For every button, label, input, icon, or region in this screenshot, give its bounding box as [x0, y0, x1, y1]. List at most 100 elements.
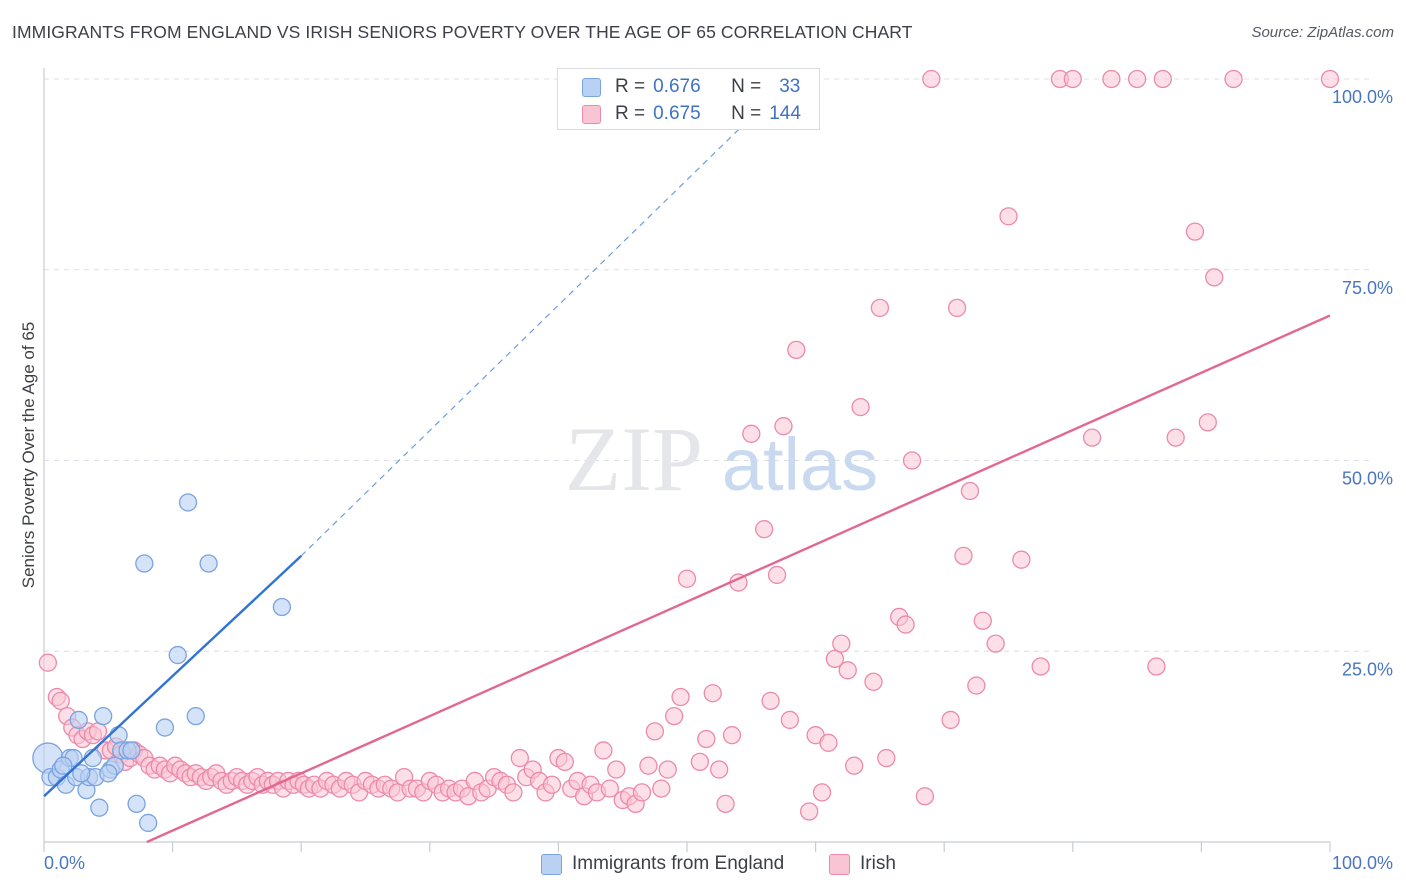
y-tick-label: 25.0% — [1342, 659, 1393, 679]
england-trendline-extension — [300, 116, 752, 557]
y-axis-title: Seniors Poverty Over the Age of 65 — [19, 322, 38, 588]
irish-point — [967, 676, 986, 695]
irish-point — [1198, 413, 1217, 432]
irish-point — [690, 752, 710, 772]
irish-point — [607, 760, 626, 779]
irish-point — [504, 783, 523, 802]
irish-point — [761, 691, 780, 710]
irish-point — [652, 779, 671, 798]
irish-point — [664, 706, 684, 726]
bottom-legend-england: Immigrants from England — [541, 852, 784, 876]
irish-point — [38, 653, 58, 672]
england-point — [155, 718, 175, 737]
irish-point — [774, 417, 793, 436]
irish-point — [973, 611, 992, 630]
irish-point — [845, 756, 864, 775]
england-r-value: 0.676 — [653, 76, 701, 97]
source-credit: Source: ZipAtlas.com — [1251, 24, 1394, 41]
irish-point — [851, 397, 870, 417]
irish-point — [896, 615, 915, 634]
england-point — [94, 706, 113, 726]
irish-r-value: 0.675 — [653, 103, 701, 124]
irish-point — [870, 298, 890, 318]
axes — [43, 68, 1331, 852]
irish-point — [1166, 428, 1185, 447]
irish-point — [645, 722, 664, 741]
legend-row-irish: R = 0.675 N = 144 — [582, 102, 801, 126]
irish-point — [915, 787, 935, 806]
irish-point — [1102, 69, 1121, 89]
irish-point — [1082, 428, 1102, 447]
england-point — [127, 794, 146, 813]
irish-point — [88, 722, 108, 741]
y-tick-label: 100.0% — [1332, 87, 1393, 107]
irish-trendline — [146, 314, 1331, 844]
gridlines — [44, 78, 1370, 652]
irish-point — [716, 794, 735, 813]
england-point — [186, 706, 205, 726]
irish-point — [600, 779, 619, 798]
irish-point — [632, 783, 652, 802]
legend-row-england: R = 0.676 N = 33 — [582, 75, 800, 99]
england-point — [272, 597, 292, 617]
irish-point — [722, 726, 742, 745]
irish-point — [1031, 657, 1050, 676]
irish-point — [922, 69, 941, 89]
y-tick-label: 50.0% — [1342, 469, 1393, 489]
irish-n-label: N = — [731, 103, 762, 124]
england-point — [122, 741, 141, 760]
irish-point — [1224, 69, 1243, 89]
irish-point — [947, 298, 967, 318]
x-tick-label: 0.0% — [44, 853, 85, 873]
irish-point — [877, 748, 896, 768]
irish-point — [510, 748, 529, 768]
irish-point — [1127, 69, 1147, 89]
irish-point — [812, 783, 832, 802]
trendlines — [43, 116, 1331, 844]
england-swatch — [582, 77, 601, 97]
irish-point — [1012, 550, 1031, 569]
england-point — [54, 756, 73, 775]
england-points — [32, 493, 292, 833]
irish-point — [838, 661, 857, 680]
england-n-label: N = — [731, 76, 762, 97]
irish-point — [941, 710, 960, 730]
england-r-label: R = — [615, 76, 646, 97]
chart-title: IMMIGRANTS FROM ENGLAND VS IRISH SENIORS… — [12, 22, 913, 42]
irish-point — [1147, 657, 1166, 676]
england-point — [99, 764, 118, 783]
irish-n-value: 144 — [769, 103, 801, 124]
irish-point — [658, 760, 677, 779]
irish-point — [1320, 69, 1340, 89]
bottom-legend-irish: Irish — [829, 852, 896, 876]
irish-point — [710, 760, 729, 779]
irish-point — [999, 207, 1018, 226]
england-point — [69, 710, 88, 730]
england-point — [109, 726, 128, 745]
irish-point — [51, 691, 70, 710]
irish-point — [819, 733, 838, 752]
watermark: ZIP atlas — [565, 408, 878, 510]
irish-point — [1185, 222, 1205, 241]
england-point — [199, 554, 218, 573]
irish-point — [1153, 69, 1172, 89]
irish-swatch — [582, 104, 601, 124]
watermark-zip: ZIP — [565, 408, 703, 510]
irish-point — [742, 424, 761, 443]
irish-point — [697, 729, 716, 749]
irish-point — [954, 546, 973, 566]
irish-point — [594, 741, 613, 760]
england-point — [90, 798, 109, 817]
bottom-irish-swatch — [829, 853, 850, 875]
correlation-legend: R = 0.676 N = 33 R = 0.675 N = 144 — [557, 68, 820, 130]
england-trendline — [43, 554, 303, 798]
england-point — [72, 764, 91, 783]
irish-point — [1205, 268, 1224, 287]
irish-point — [767, 565, 787, 585]
england-point — [139, 813, 158, 833]
y-tick-label: 75.0% — [1342, 278, 1393, 298]
bottom-england-label: Immigrants from England — [572, 853, 785, 874]
irish-point — [1063, 69, 1082, 89]
irish-r-label: R = — [615, 103, 646, 124]
